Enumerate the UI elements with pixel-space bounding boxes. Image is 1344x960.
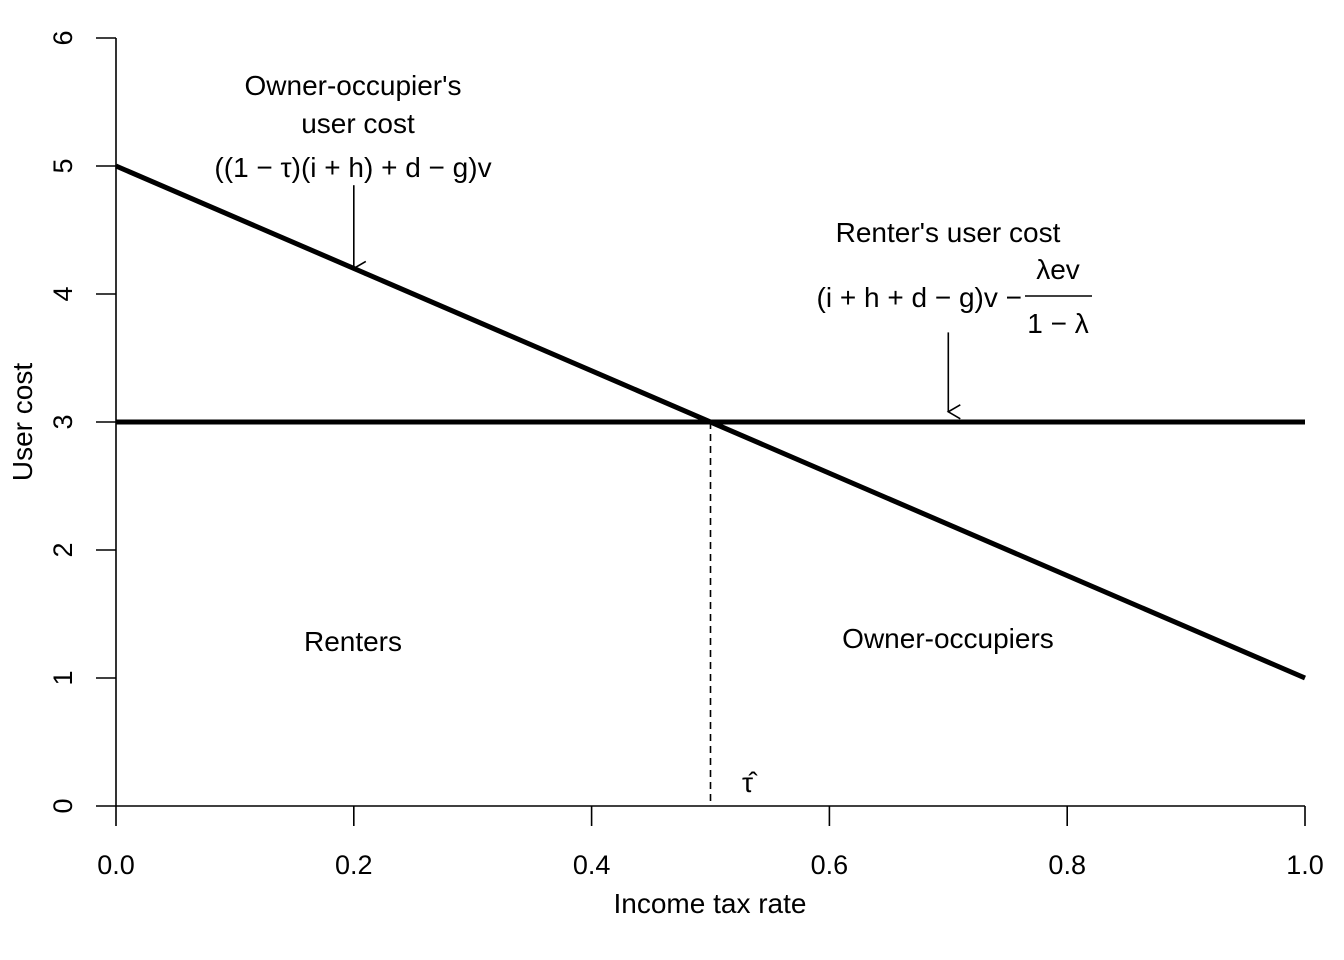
y-axis: 0 1 2 3 4 5 6 [48,30,117,814]
renter-formula-left: (i + h + d − g)v − [817,282,1022,313]
y-tick-label: 5 [48,158,78,173]
y-axis-label: User cost [7,363,38,481]
y-tick-label: 1 [48,670,78,685]
y-tick-label: 3 [48,414,78,429]
x-axis: 0.0 0.2 0.4 0.6 0.8 1.0 [97,805,1324,880]
y-tick-label: 0 [48,798,78,813]
x-tick-label: 0.4 [573,850,611,880]
region-label-renters: Renters [304,626,402,657]
region-label-owner-occupiers: Owner-occupiers [842,623,1054,654]
renter-formula-denominator: 1 − λ [1027,308,1088,339]
x-axis-label: Income tax rate [614,888,807,919]
arrows-group [352,185,961,420]
tau-hat-label: τ̂ [742,767,758,798]
owner-formula: ((1 − τ)(i + h) + d − g)v [214,152,491,183]
y-tick-label: 6 [48,30,78,45]
owner-annotation-line1: Owner-occupier's [245,70,462,101]
renter-formula-numerator: λev [1036,254,1080,285]
renter-annotation-title: Renter's user cost [836,217,1061,248]
y-tick-label: 4 [48,286,78,301]
x-tick-label: 0.8 [1048,850,1086,880]
x-tick-label: 0.6 [811,850,849,880]
y-tick-label: 2 [48,542,78,557]
x-tick-label: 0.2 [335,850,373,880]
x-tick-label: 0.0 [97,850,135,880]
x-tick-label: 1.0 [1286,850,1324,880]
owner-annotation-line2: user cost [301,108,415,139]
